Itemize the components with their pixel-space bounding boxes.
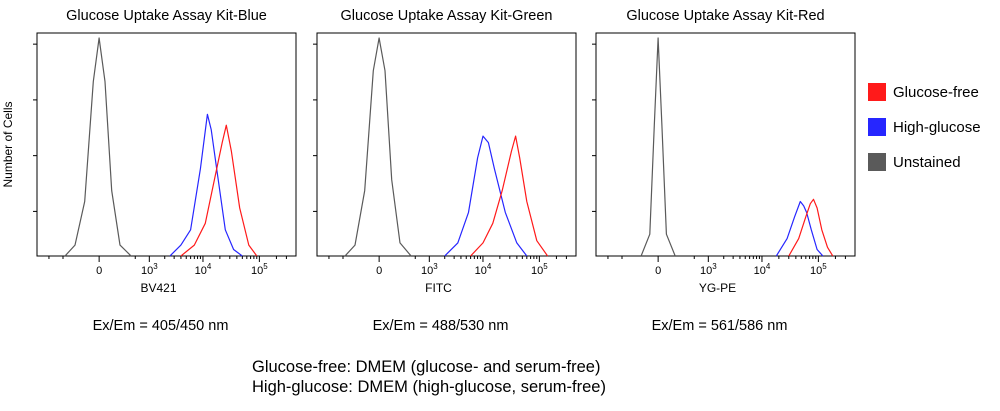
legend: Glucose-free High-glucose Unstained [868,80,981,185]
ex-em-caption-1: Ex/Em = 405/450 nm [93,318,229,334]
x-tick-label-1-3: 105 [251,262,268,277]
legend-label-high-glucose: High-glucose [893,118,981,136]
footnotes: Glucose-free: DMEM (glucose- and serum-f… [252,357,606,397]
plot-frame-3 [595,32,856,257]
series-high-glucose-1 [169,113,243,257]
x-tick-label-2-3: 105 [531,262,548,277]
series-unstained-3 [640,37,676,257]
series-unstained-1 [64,37,132,257]
x-tick-label-3-0: 0 [655,265,661,277]
x-tick-label-1-2: 104 [195,262,212,277]
plot-frame-1 [36,32,297,257]
x-axis-label-3: YG-PE [699,281,736,295]
footnote-high-glucose: High-glucose: DMEM (high-glucose, serum-… [252,378,606,396]
x-tick-label-2-2: 104 [475,262,492,277]
x-tick-label-3-1: 103 [700,262,717,277]
legend-label-glucose-free: Glucose-free [893,83,979,101]
series-glucose-free-2 [470,135,549,257]
series-glucose-free-3 [788,198,834,257]
footnote-glucose-free: Glucose-free: DMEM (glucose- and serum-f… [252,358,601,376]
x-tick-label-2-0: 0 [376,265,382,277]
x-axis-label-2: FITC [425,281,452,295]
chart-title-3: Glucose Uptake Assay Kit-Red [626,8,824,24]
legend-swatch-unstained [868,153,886,171]
ex-em-caption-2: Ex/Em = 488/530 nm [373,318,509,334]
series-glucose-free-1 [180,124,258,257]
x-tick-label-2-1: 103 [421,262,438,277]
x-tick-label-3-2: 104 [754,262,771,277]
legend-label-unstained: Unstained [893,153,961,171]
legend-item-high-glucose: High-glucose [868,115,981,139]
series-high-glucose-3 [775,200,824,257]
legend-item-unstained: Unstained [868,150,981,174]
series-high-glucose-2 [444,135,528,257]
x-axis-label-1: BV421 [140,281,176,295]
legend-swatch-glucose-free [868,83,886,101]
chart-title-2: Glucose Uptake Assay Kit-Green [341,8,553,24]
x-tick-label-1-1: 103 [141,262,158,277]
chart-title-1: Glucose Uptake Assay Kit-Blue [66,8,267,24]
plot-frame-2 [316,32,577,257]
x-tick-label-3-3: 105 [810,262,827,277]
series-unstained-2 [344,37,412,257]
x-tick-label-1-0: 0 [96,265,102,277]
y-axis-label: Number of Cells [1,101,15,187]
legend-swatch-high-glucose [868,118,886,136]
ex-em-caption-3: Ex/Em = 561/586 nm [652,318,788,334]
legend-item-glucose-free: Glucose-free [868,80,981,104]
